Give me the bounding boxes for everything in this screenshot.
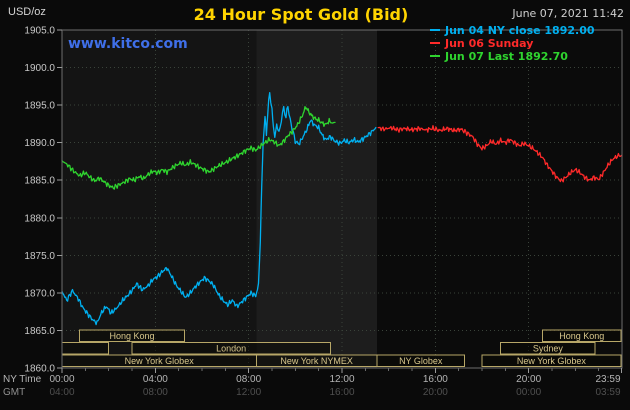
session-box: [500, 342, 596, 355]
y-tick-label: 1865.0: [24, 326, 55, 337]
x-tick-label-ny: 08:00: [236, 374, 261, 385]
x-tick-label-gmt: 08:00: [143, 387, 168, 398]
session-label: Hong Kong: [109, 331, 154, 341]
gmt-row-label: GMT: [3, 387, 25, 398]
x-tick-label-gmt: 00:00: [516, 387, 541, 398]
y-tick-label: 1860.0: [24, 364, 55, 375]
x-tick-label-gmt: 16:00: [329, 387, 354, 398]
session-label: NY Globex: [399, 356, 443, 366]
session-box: [481, 354, 622, 367]
x-tick-label-ny: 20:00: [516, 374, 541, 385]
session-label: Sydney: [533, 344, 564, 354]
x-tick-label-gmt: 03:59: [595, 387, 620, 398]
x-tick-label-ny: 23:59: [595, 374, 620, 385]
legend-item: Jun 07 Last 1892.70: [430, 49, 595, 63]
series-line-jun04: [61, 92, 377, 326]
y-tick-label: 1895.0: [24, 101, 55, 112]
x-tick-label-gmt: 20:00: [423, 387, 448, 398]
session-label: New York NYMEX: [280, 356, 353, 366]
legend-item: Jun 06 Sunday: [430, 36, 595, 50]
session-box: [61, 342, 110, 355]
y-tick-label: 1885.0: [24, 176, 55, 187]
x-tick-label-ny: 12:00: [329, 374, 354, 385]
session-box: [131, 342, 331, 355]
y-tick-label: 1880.0: [24, 213, 55, 224]
session-box: [376, 354, 465, 367]
x-tick-label-gmt: 12:00: [236, 387, 261, 398]
y-tick-label: 1905.0: [24, 26, 55, 37]
session-box: [79, 329, 185, 342]
x-tick-label-ny: 04:00: [143, 374, 168, 385]
overnight-session-shade: [62, 30, 257, 368]
session-label: New York Globex: [517, 356, 587, 366]
session-label: Hong Kong: [559, 331, 604, 341]
legend-marker-dash: [430, 29, 440, 31]
y-tick-label: 1890.0: [24, 138, 55, 149]
nymex-session-shade: [256, 30, 377, 368]
session-label: New York Globex: [125, 356, 195, 366]
x-tick-label-gmt: 04:00: [49, 387, 74, 398]
x-tick-label-ny: 16:00: [423, 374, 448, 385]
series-line-jun07: [61, 105, 336, 190]
kitco-watermark-link[interactable]: www.kitco.com: [68, 36, 188, 52]
session-box: [542, 329, 622, 342]
session-label: London: [216, 344, 246, 354]
y-tick-label: 1900.0: [24, 63, 55, 74]
chart-title: 24 Hour Spot Gold (Bid): [193, 5, 409, 24]
x-tick-label-ny: 00:00: [49, 374, 74, 385]
ny-time-row-label: NY Time: [3, 374, 42, 385]
datetime-label: June 07, 2021 11:42: [512, 7, 624, 20]
legend-marker-dash: [430, 42, 440, 44]
series-line-jun06: [377, 125, 623, 183]
y-axis-units-label: USD/oz: [8, 6, 46, 18]
legend-label: Jun 04 NY close 1892.00: [445, 23, 595, 37]
y-tick-label: 1875.0: [24, 251, 55, 262]
legend-marker-dash: [430, 55, 440, 57]
y-tick-label: 1870.0: [24, 288, 55, 299]
legend: Jun 04 NY close 1892.00 Jun 06 Sunday Jun …: [430, 23, 595, 63]
legend-label: Jun 07 Last 1892.70: [445, 49, 568, 63]
legend-label: Jun 06 Sunday: [445, 36, 534, 50]
legend-item: Jun 04 NY close 1892.00: [430, 23, 595, 37]
